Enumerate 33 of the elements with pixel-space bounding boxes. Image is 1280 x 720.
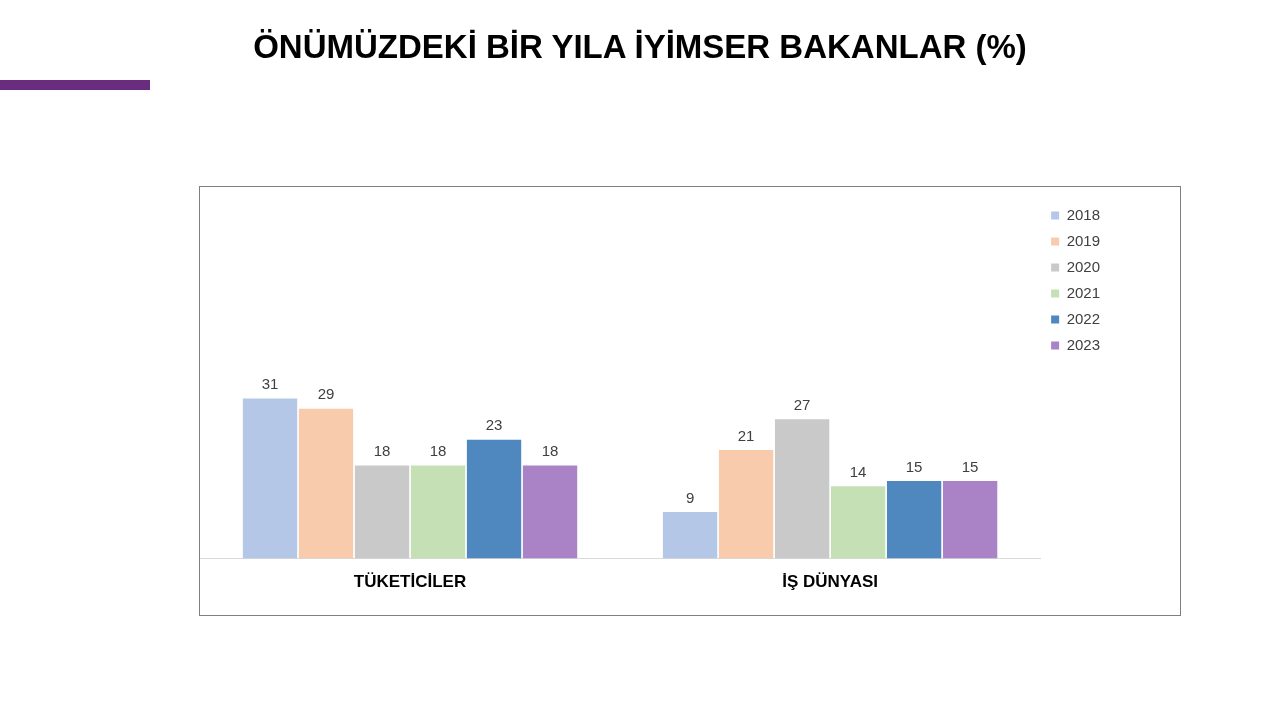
legend-label: 2018 — [1066, 205, 1101, 223]
x-tick-label: İŞ DÜNYASI — [782, 572, 878, 592]
bar — [466, 439, 522, 559]
data-label: 21 — [737, 426, 755, 444]
bar — [298, 408, 354, 559]
legend-label: 2023 — [1066, 335, 1101, 353]
bar — [886, 481, 942, 559]
bar — [354, 465, 410, 559]
bar — [242, 398, 298, 559]
data-label: 15 — [961, 457, 979, 475]
data-label: 18 — [541, 442, 559, 460]
data-label: 23 — [485, 416, 503, 434]
chart-title: ÖNÜMÜZDEKİ BİR YILA İYİMSER BAKANLAR (%) — [252, 28, 1028, 66]
data-label: 31 — [261, 375, 279, 393]
legend-label: 2022 — [1066, 309, 1101, 327]
legend-label: 2021 — [1066, 283, 1101, 301]
data-label: 29 — [317, 385, 335, 403]
data-label: 18 — [429, 442, 447, 460]
bar — [522, 465, 578, 559]
bar — [662, 512, 718, 559]
x-tick-label: TÜKETİCİLER — [353, 572, 467, 592]
legend-label: 2019 — [1066, 231, 1101, 249]
bar — [718, 450, 774, 559]
legend-label: 2020 — [1066, 257, 1101, 275]
data-label: 15 — [905, 457, 923, 475]
data-label: 18 — [373, 442, 391, 460]
data-label: 27 — [793, 395, 811, 413]
data-label: 14 — [849, 462, 867, 480]
bar — [410, 465, 466, 559]
bar — [942, 481, 998, 559]
data-label: 9 — [685, 488, 695, 506]
bar — [774, 419, 830, 559]
bar — [830, 486, 886, 559]
